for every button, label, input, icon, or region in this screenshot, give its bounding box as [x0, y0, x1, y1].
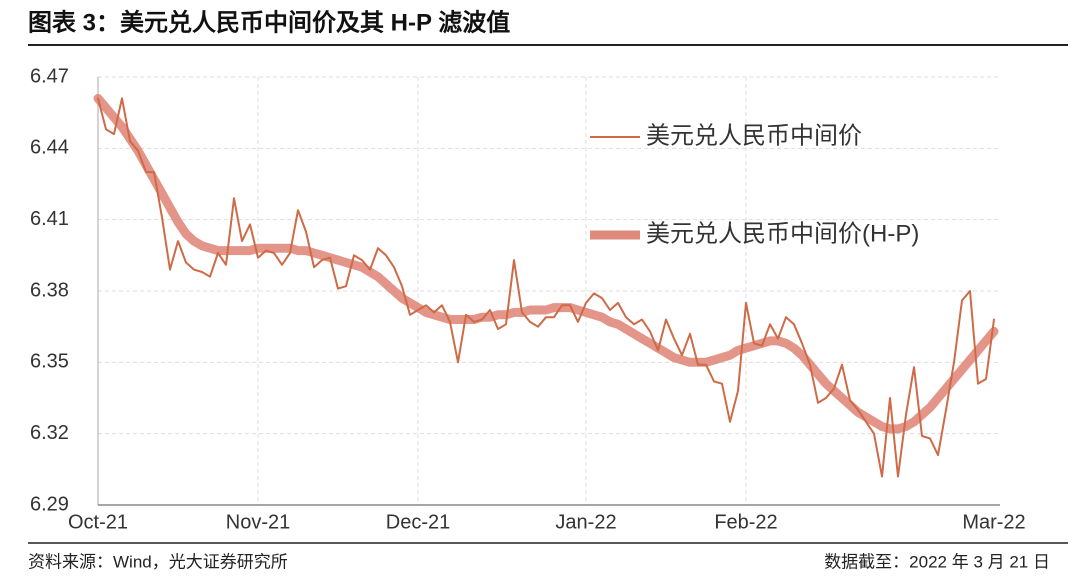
- y-tick-label: 6.44: [30, 137, 69, 159]
- y-tick-label: 6.35: [30, 351, 69, 373]
- data-cutoff: 数据截至：2022 年 3 月 21 日: [824, 552, 1050, 571]
- y-tick-label: 6.32: [30, 422, 69, 444]
- y-tick-label: 6.41: [30, 208, 69, 230]
- x-tick-label: Dec-21: [386, 511, 450, 533]
- chart-title: 图表 3：美元兑人民币中间价及其 H-P 滤波值: [28, 8, 510, 36]
- legend-label: 美元兑人民币中间价(H-P): [646, 220, 919, 247]
- legend-label: 美元兑人民币中间价: [646, 122, 862, 149]
- x-tick-label: Feb-22: [714, 511, 777, 533]
- x-tick-label: Mar-22: [962, 511, 1025, 533]
- x-tick-label: Oct-21: [68, 511, 128, 533]
- y-tick-label: 6.47: [30, 65, 69, 87]
- y-tick-label: 6.38: [30, 279, 69, 301]
- series-line: [97, 97, 995, 478]
- y-tick-label: 6.29: [30, 493, 69, 515]
- x-tick-label: Nov-21: [226, 511, 290, 533]
- series-line: [93, 93, 999, 434]
- source-note: 资料来源：Wind，光大证券研究所: [28, 552, 288, 571]
- x-tick-label: Jan-22: [555, 511, 616, 533]
